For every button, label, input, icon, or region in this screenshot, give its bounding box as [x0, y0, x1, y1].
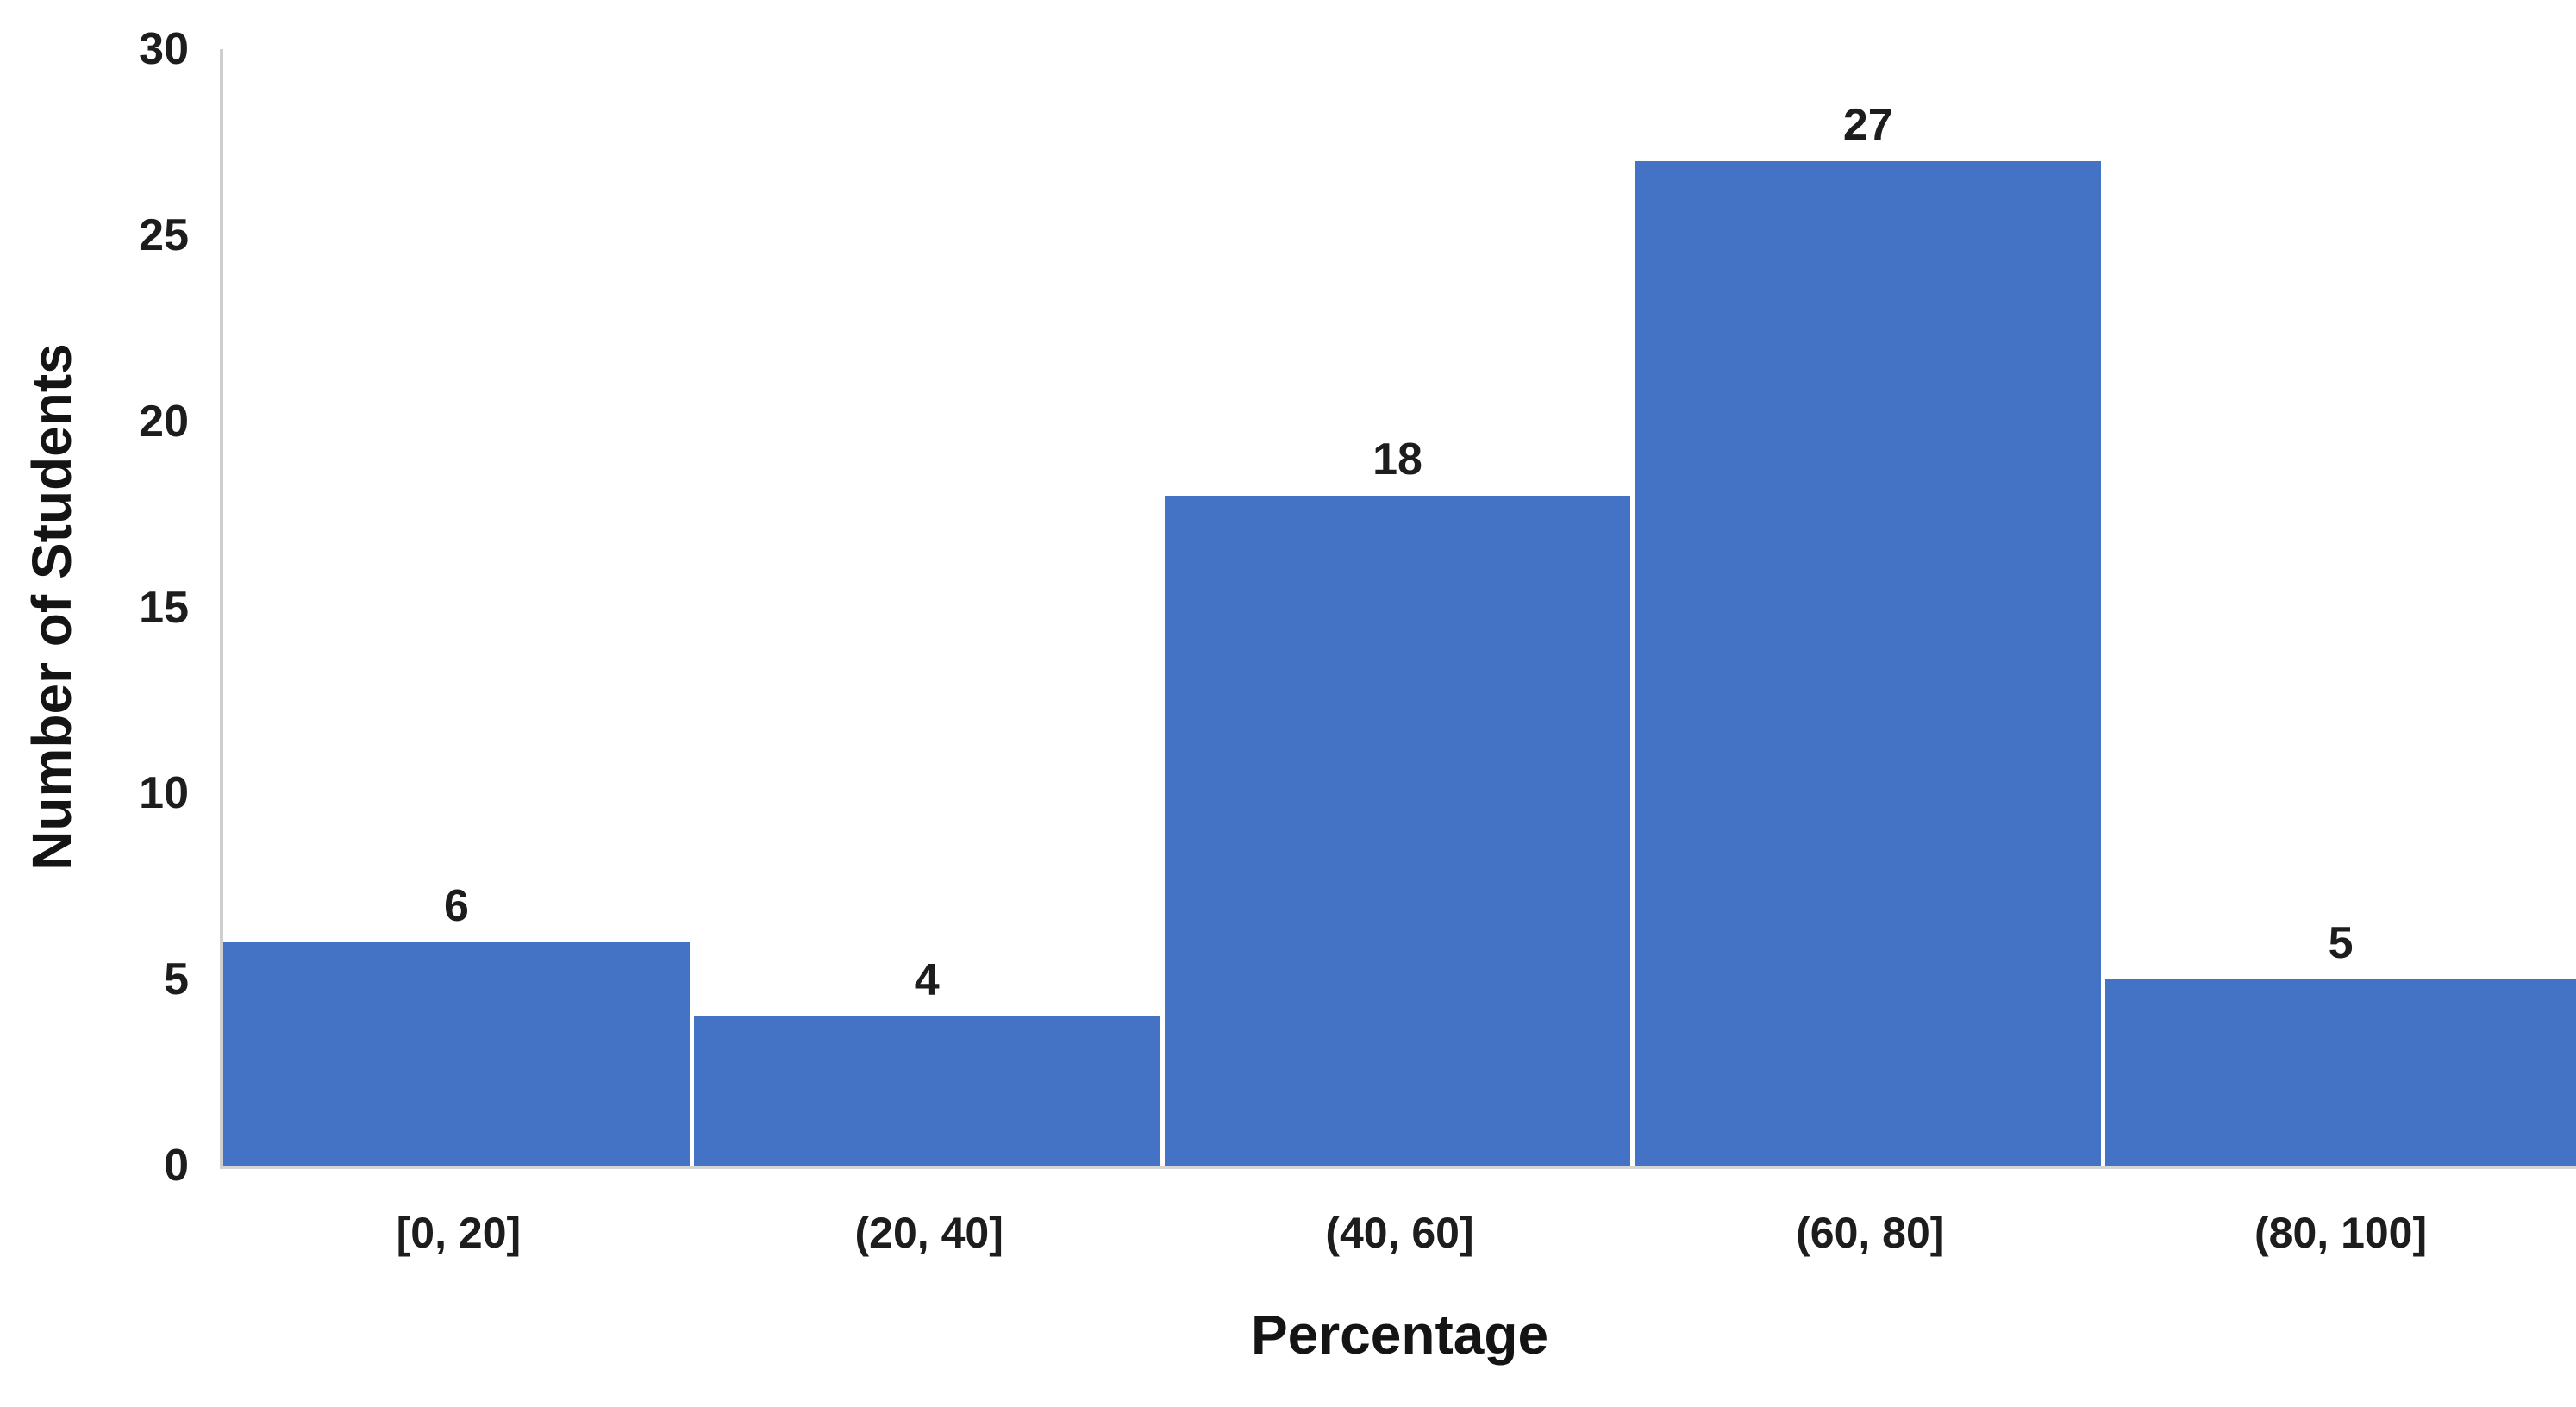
y-tick-label: 25	[139, 209, 189, 260]
x-tick-label: [0, 20]	[396, 1209, 522, 1257]
y-axis-tick-labels: 0 5 10 15 20 25 30	[0, 27, 189, 1188]
x-tick-label: (60, 80]	[1796, 1209, 1945, 1257]
bar-value-label: 27	[1842, 99, 1893, 150]
y-tick-label: 5	[164, 954, 189, 1005]
x-tick-label: (80, 100]	[2254, 1209, 2428, 1257]
bar: 5	[2105, 921, 2576, 1166]
y-tick-label: 30	[139, 24, 189, 74]
bar-value-label: 5	[2328, 918, 2354, 969]
y-tick-label: 10	[139, 768, 189, 819]
bar: 27	[1635, 103, 2106, 1166]
x-tick-label: (40, 60]	[1325, 1209, 1474, 1257]
x-tick-label: (20, 40]	[854, 1209, 1004, 1257]
y-tick-label: 20	[139, 396, 189, 447]
bar: 18	[1164, 437, 1635, 1166]
bar-value-label: 18	[1372, 435, 1422, 485]
bar: 6	[223, 884, 694, 1166]
x-axis-title: Percentage	[1250, 1304, 1549, 1366]
plot-area: 6 4 18 27 5	[220, 49, 2576, 1169]
bar-value-label: 6	[443, 881, 469, 931]
bar-value-label: 4	[914, 955, 940, 1006]
x-axis-tick-labels: [0, 20] (20, 40] (40, 60] (60, 80] (80, 100]	[223, 1207, 2576, 1267]
y-tick-label: 15	[139, 582, 189, 633]
bars-group: 6 4 18 27 5	[223, 49, 2576, 1166]
y-tick-label: 0	[164, 1141, 189, 1191]
bar: 4	[693, 958, 1165, 1166]
